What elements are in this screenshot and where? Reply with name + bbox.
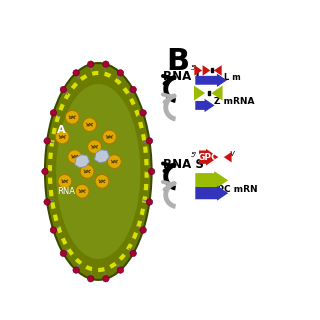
- Circle shape: [44, 138, 50, 144]
- Circle shape: [50, 110, 57, 116]
- Circle shape: [75, 184, 89, 198]
- Polygon shape: [75, 155, 90, 168]
- Text: 5': 5': [191, 152, 198, 158]
- Text: RNA L: RNA L: [163, 70, 203, 83]
- Circle shape: [83, 118, 97, 132]
- Circle shape: [68, 150, 82, 164]
- Text: GPC mRN: GPC mRN: [210, 185, 258, 194]
- Circle shape: [117, 70, 124, 76]
- FancyBboxPatch shape: [208, 91, 210, 95]
- Ellipse shape: [56, 84, 140, 259]
- Circle shape: [130, 250, 136, 257]
- Text: GPC: GPC: [197, 153, 218, 162]
- Text: RNA S: RNA S: [163, 157, 204, 171]
- Circle shape: [88, 140, 101, 154]
- Text: L m: L m: [224, 73, 240, 82]
- Circle shape: [60, 86, 67, 93]
- Text: v: v: [230, 149, 235, 158]
- Circle shape: [87, 276, 94, 282]
- Circle shape: [73, 267, 79, 273]
- Circle shape: [73, 70, 79, 76]
- Circle shape: [95, 174, 109, 188]
- Ellipse shape: [45, 63, 152, 280]
- Circle shape: [58, 174, 72, 188]
- Circle shape: [103, 276, 109, 282]
- Text: B: B: [166, 47, 189, 76]
- Circle shape: [50, 227, 57, 233]
- Circle shape: [80, 164, 94, 178]
- Circle shape: [55, 130, 69, 144]
- Polygon shape: [95, 150, 109, 163]
- Circle shape: [130, 86, 136, 93]
- Circle shape: [87, 61, 94, 67]
- Circle shape: [148, 168, 155, 175]
- Circle shape: [146, 138, 153, 144]
- Text: A: A: [57, 124, 66, 135]
- Circle shape: [103, 61, 109, 67]
- Text: Z mRNA: Z mRNA: [214, 98, 254, 107]
- Circle shape: [140, 227, 146, 233]
- Circle shape: [140, 110, 146, 116]
- Text: 5': 5': [191, 66, 198, 71]
- Circle shape: [60, 250, 67, 257]
- Circle shape: [108, 155, 121, 169]
- Text: RNA: RNA: [57, 187, 76, 196]
- Circle shape: [117, 267, 124, 273]
- Circle shape: [146, 199, 153, 205]
- FancyBboxPatch shape: [211, 68, 213, 72]
- Circle shape: [42, 168, 48, 175]
- Circle shape: [65, 110, 79, 124]
- Circle shape: [44, 199, 50, 205]
- Circle shape: [102, 130, 116, 144]
